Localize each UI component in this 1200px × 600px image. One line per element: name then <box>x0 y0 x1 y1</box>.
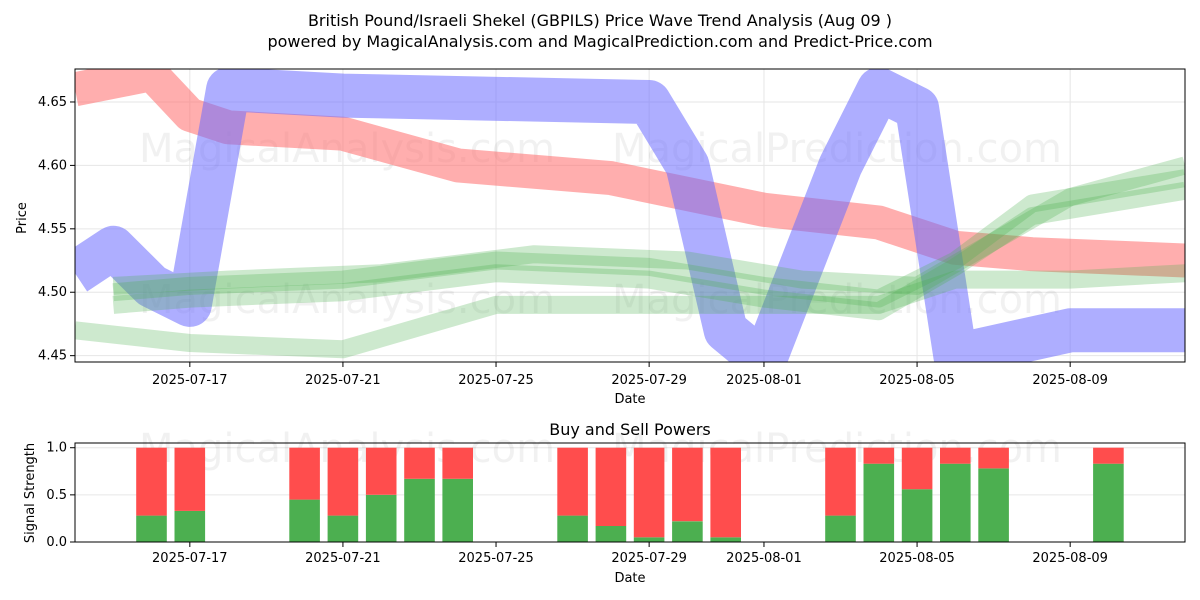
sell-bar <box>978 447 1009 469</box>
signal-x-label: Date <box>614 571 645 586</box>
sell-bar <box>442 447 473 479</box>
price-series-green-3 <box>112 181 1185 321</box>
price-series-green-2 <box>112 169 1185 308</box>
sell-bar <box>633 447 665 538</box>
buy-bar <box>557 515 588 542</box>
signal-chart-title: Buy and Sell Powers <box>549 420 711 439</box>
price-y-tick-label: 4.65 <box>38 95 67 110</box>
sell-bar <box>289 447 320 500</box>
price-x-tick-label: 2025-07-21 <box>305 373 381 388</box>
price-x-tick-label: 2025-07-25 <box>458 373 534 388</box>
signal-plot-frame <box>74 442 1186 543</box>
sell-bar <box>327 447 359 516</box>
price-chart: MagicalAnalysis.com MagicalPrediction.co… <box>15 68 1186 407</box>
price-y-ticks: 4.45 4.50 4.55 4.60 4.65 <box>38 95 75 364</box>
buy-bar <box>442 478 473 542</box>
sell-bar <box>174 447 206 511</box>
buy-bar <box>289 499 320 542</box>
buy-bar <box>595 526 627 542</box>
sell-bar <box>595 447 627 526</box>
sell-bar <box>136 447 167 516</box>
price-y-tick-label: 4.50 <box>38 285 67 300</box>
sell-bar <box>404 447 435 479</box>
buy-bar <box>940 463 971 542</box>
price-y-tick-label: 4.55 <box>38 222 67 237</box>
price-y-label: Price <box>15 202 30 234</box>
price-series-green-4 <box>75 264 1185 359</box>
sell-bar <box>863 447 895 464</box>
buy-bar <box>710 537 741 542</box>
sell-bar <box>557 447 588 516</box>
buy-bar <box>672 521 703 542</box>
signal-x-tick-label: 2025-07-17 <box>152 551 228 566</box>
chart-title-line1: British Pound/Israeli Shekel (GBPILS) Pr… <box>308 11 892 30</box>
signal-y-tick-label: 0.0 <box>46 535 67 550</box>
price-series-blue-1 <box>75 69 1185 362</box>
signal-y-tick-label: 1.0 <box>46 441 67 456</box>
price-series-red-0 <box>75 69 1185 278</box>
price-x-tick-label: 2025-08-01 <box>726 373 802 388</box>
price-x-tick-label: 2025-07-17 <box>152 373 228 388</box>
price-x-tick-label: 2025-08-05 <box>879 373 955 388</box>
sell-bar <box>901 447 933 490</box>
signal-chart: Buy and Sell Powers MagicalAnalysis.com … <box>23 420 1186 586</box>
signal-bars <box>136 447 1124 542</box>
chart-title-line2: powered by MagicalAnalysis.com and Magic… <box>267 32 932 51</box>
signal-x-ticks: 2025-07-17 2025-07-21 2025-07-25 2025-07-29… <box>152 542 1108 566</box>
price-y-tick-label: 4.45 <box>38 349 67 364</box>
signal-y-label: Signal Strength <box>23 443 38 543</box>
buy-bar <box>633 537 665 542</box>
buy-bar <box>1093 463 1124 542</box>
signal-x-tick-label: 2025-07-21 <box>305 551 381 566</box>
buy-bar <box>174 510 206 542</box>
price-x-tick-label: 2025-08-09 <box>1032 373 1108 388</box>
signal-x-tick-label: 2025-08-05 <box>879 551 955 566</box>
sell-bar <box>365 447 397 495</box>
signal-x-tick-label: 2025-07-25 <box>458 551 534 566</box>
sell-bar <box>1093 447 1124 464</box>
sell-bar <box>825 447 856 516</box>
signal-x-tick-label: 2025-08-09 <box>1032 551 1108 566</box>
price-x-tick-label: 2025-07-29 <box>611 373 687 388</box>
signal-y-ticks: 0.0 0.5 1.0 <box>46 441 75 550</box>
buy-bar <box>825 515 856 542</box>
price-plot-frame <box>74 68 1186 363</box>
price-x-ticks: 2025-07-17 2025-07-21 2025-07-25 2025-07-29… <box>152 362 1108 388</box>
price-x-label: Date <box>614 392 645 407</box>
watermark-right: MagicalPrediction.com <box>612 277 1062 323</box>
buy-bar <box>136 515 167 542</box>
sell-bar <box>672 447 703 522</box>
price-y-tick-label: 4.60 <box>38 158 67 173</box>
sell-bar <box>940 447 971 464</box>
sell-bar <box>710 447 741 538</box>
price-series-green-5 <box>112 156 1185 295</box>
signal-y-tick-label: 0.5 <box>46 488 67 503</box>
buy-bar <box>365 494 397 542</box>
buy-bar <box>978 468 1009 542</box>
signal-x-tick-label: 2025-08-01 <box>726 551 802 566</box>
buy-bar <box>404 478 435 542</box>
price-series <box>75 69 1185 362</box>
buy-bar <box>901 489 933 542</box>
buy-bar <box>863 463 895 542</box>
signal-x-tick-label: 2025-07-29 <box>611 551 687 566</box>
buy-bar <box>327 515 359 542</box>
